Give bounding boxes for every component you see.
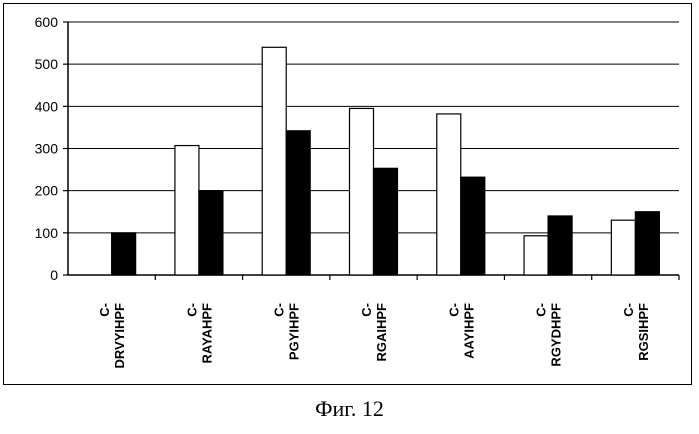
bar xyxy=(548,216,572,275)
y-tick-label: 600 xyxy=(35,14,59,30)
x-tick-label-line: RGYDHPF xyxy=(549,303,564,367)
figure-caption: Фиг. 12 xyxy=(0,396,699,422)
bar xyxy=(286,131,310,275)
bar xyxy=(611,220,635,275)
x-tick-label: C-RGSIHPF xyxy=(621,303,651,361)
x-tick-label: C-RGAIHPF xyxy=(359,303,389,362)
x-tick-label: C-DRVYIHPF xyxy=(97,303,127,369)
y-tick-label: 500 xyxy=(35,56,59,72)
chart-frame: 0100200300400500600C-DRVYIHPFC-RAYAHPFC-… xyxy=(3,3,692,385)
bar xyxy=(437,114,461,275)
x-tick-label-line: C- xyxy=(446,303,461,317)
y-tick-label: 300 xyxy=(35,141,59,157)
x-tick-label-line: RAYAHPF xyxy=(199,303,214,364)
x-tick-label-line: AAYIHPF xyxy=(461,303,476,359)
bar xyxy=(461,177,485,275)
x-tick-label-line: DRVYIHPF xyxy=(112,303,127,369)
x-tick-label-line: PGYIHPF xyxy=(287,303,302,360)
y-tick-label: 400 xyxy=(35,98,59,114)
bar xyxy=(350,108,374,275)
x-tick-label-line: C- xyxy=(359,303,374,317)
x-tick-label: C-RGYDHPF xyxy=(534,303,564,367)
bar xyxy=(199,191,223,275)
bar xyxy=(524,236,548,275)
bar-chart: 0100200300400500600C-DRVYIHPFC-RAYAHPFC-… xyxy=(4,4,693,386)
bar xyxy=(262,47,286,275)
bar xyxy=(635,212,659,275)
x-tick-label-line: C- xyxy=(184,303,199,317)
x-tick-label-line: C- xyxy=(621,303,636,317)
x-tick-label: C-RAYAHPF xyxy=(184,303,214,364)
x-tick-label-line: C- xyxy=(272,303,287,317)
x-tick-label-line: C- xyxy=(534,303,549,317)
x-tick-label-line: RGSIHPF xyxy=(636,303,651,361)
y-tick-label: 200 xyxy=(35,183,59,199)
x-tick-label-line: RGAIHPF xyxy=(374,303,389,362)
x-tick-label: C-AAYIHPF xyxy=(446,303,476,359)
y-tick-label: 0 xyxy=(50,267,58,283)
y-tick-label: 100 xyxy=(35,225,59,241)
bar xyxy=(374,168,398,275)
bar xyxy=(175,146,199,275)
x-tick-label-line: C- xyxy=(97,303,112,317)
x-tick-label: C-PGYIHPF xyxy=(272,303,302,360)
bar xyxy=(112,233,136,275)
